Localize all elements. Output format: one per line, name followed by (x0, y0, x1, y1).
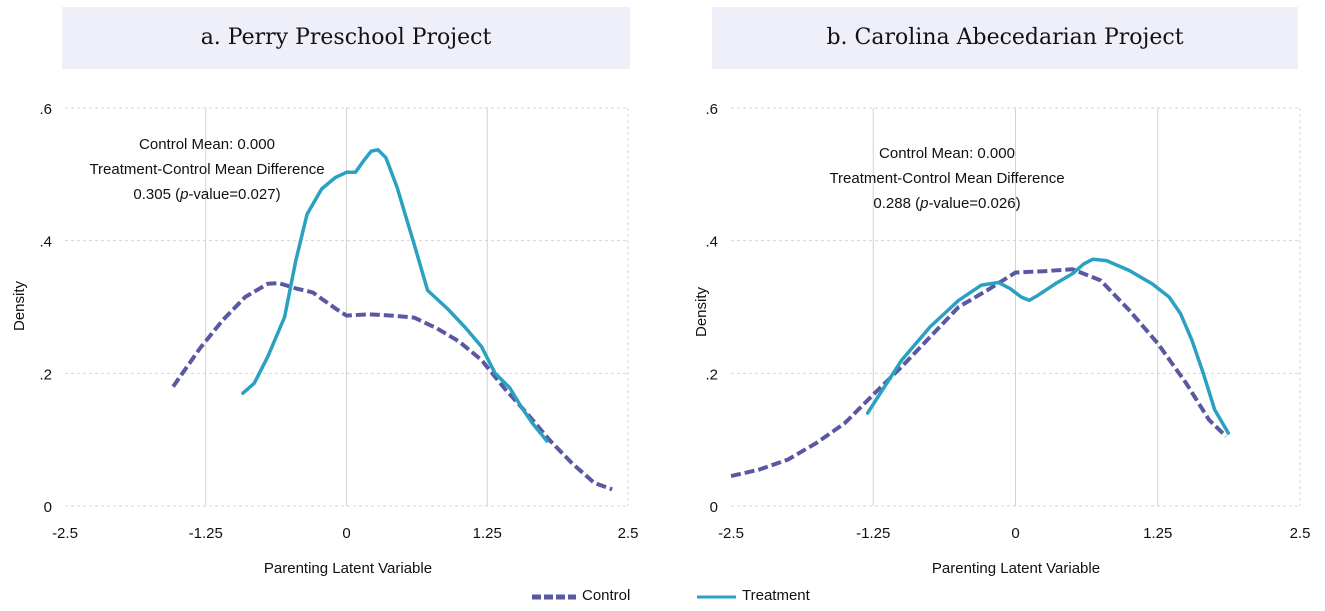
panel-b-ylabel: Density (693, 286, 710, 337)
panel-a-diff-value: 0.305 ( (133, 186, 180, 203)
panel-a-xtick-label: 1.25 (473, 525, 502, 542)
panel-a-ylabel: Density (11, 280, 28, 331)
panel-b-ytick-label: .4 (705, 234, 718, 251)
panel-a-ticks: 0 .2 .4 .6 -2.5 -1.25 0 1.25 2.5 (39, 101, 638, 542)
panel-a-xtick-label: 0 (342, 525, 350, 542)
panel-a-xtick-label: 2.5 (618, 525, 639, 542)
legend-control-label: Control (582, 587, 631, 604)
panel-b-annotation-line1: Control Mean: 0.000 (879, 145, 1015, 162)
panel-a-title: a. Perry Preschool Project (62, 7, 630, 69)
panel-b-ytick-label: .2 (705, 366, 718, 383)
panel-b-grid (731, 107, 1301, 507)
panel-a-p-value: -value=0.027) (188, 186, 280, 203)
panel-a-ytick-label: .2 (39, 366, 52, 383)
panel-b-diff-value: 0.288 ( (873, 195, 920, 212)
panel-b-xlabel: Parenting Latent Variable (932, 560, 1100, 577)
panel-b-p-value: -value=0.026) (928, 195, 1020, 212)
panel-a-annotation-line3: 0.305 (p-value=0.027) (133, 186, 280, 203)
panel-b-xtick-label: 1.25 (1143, 525, 1172, 542)
panel-b-title: b. Carolina Abecedarian Project (712, 7, 1298, 69)
panel-b-ytick-label: 0 (710, 499, 718, 516)
panel-b-annotation-line2: Treatment-Control Mean Difference (829, 170, 1064, 187)
panel-a-ytick-label: .6 (39, 101, 52, 118)
panel-a-grid (65, 107, 629, 507)
panel-a-p-symbol: p (179, 186, 188, 203)
panel-a-annotation-line2: Treatment-Control Mean Difference (89, 161, 324, 178)
panel-a-xtick-label: -2.5 (52, 525, 78, 542)
panel-b-xtick-label: -1.25 (856, 525, 890, 542)
panel-b-p-symbol: p (919, 195, 928, 212)
panel-b-series (730, 257, 1231, 479)
legend-treatment-label: Treatment (742, 587, 810, 604)
panel-a-series (171, 148, 613, 492)
panel-a-xlabel: Parenting Latent Variable (264, 560, 432, 577)
panel-a-xtick-label: -1.25 (189, 525, 223, 542)
panel-b-xtick-label: -2.5 (718, 525, 744, 542)
panel-a-treatment-line (241, 148, 549, 443)
panel-b-control-line (730, 267, 1228, 479)
panel-b-xtick-label: 0 (1011, 525, 1019, 542)
panel-a-plot: 0 .2 .4 .6 -2.5 -1.25 0 1.25 2.5 Control Mean: 0… (11, 101, 638, 577)
panel-a-ytick-label: 0 (44, 499, 52, 516)
panel-a-control-line (171, 281, 613, 492)
panel-b-ticks: 0 .2 .4 .6 -2.5 -1.25 0 1.25 2.5 (705, 101, 1310, 542)
panel-b-ytick-label: .6 (705, 101, 718, 118)
panel-b-treatment-line (865, 257, 1231, 435)
panel-a-ytick-label: .4 (39, 234, 52, 251)
panel-b-xtick-label: 2.5 (1290, 525, 1311, 542)
panel-b-annotation-line3: 0.288 (p-value=0.026) (873, 195, 1020, 212)
panel-a-annotation-line1: Control Mean: 0.000 (139, 136, 275, 153)
panel-b-plot: 0 .2 .4 .6 -2.5 -1.25 0 1.25 2.5 Control Mean: 0… (693, 101, 1310, 577)
